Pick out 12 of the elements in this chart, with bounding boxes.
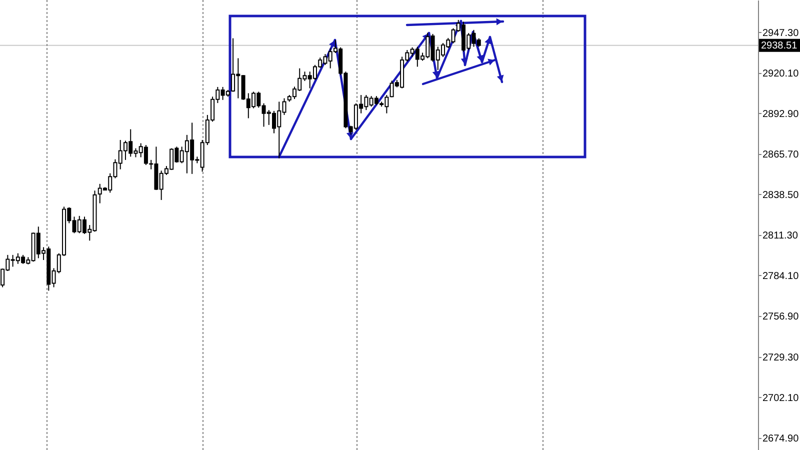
y-tick-label: 2947.30 [762,28,800,39]
y-tick-label: 2865.70 [762,149,800,160]
y-tick-label: 2920.10 [762,68,800,80]
y-tick-label: 2892.90 [762,108,800,120]
ref-line-label: 2938.51 [761,40,798,52]
y-tick-label: 2811.30 [762,230,798,242]
y-tick-label: 2674.90 [762,433,800,444]
y-tick-label: 2702.10 [762,392,800,404]
y-tick-label: 2838.50 [762,190,800,201]
y-tick-label: 2729.30 [762,352,800,364]
y-tick-label: 2756.90 [762,311,800,322]
y-tick-label: 2784.10 [762,270,800,282]
